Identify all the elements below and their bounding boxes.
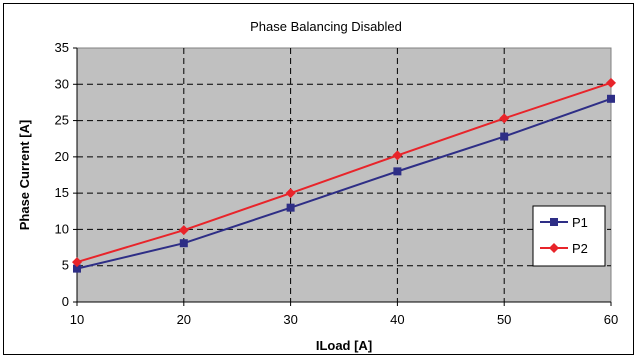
x-tick-label: 10 <box>70 312 84 327</box>
legend-marker-p2 <box>549 243 559 253</box>
data-point-p2 <box>178 225 189 236</box>
y-axis-title: Phase Current [A] <box>17 120 32 231</box>
chart-title: Phase Balancing Disabled <box>250 19 402 34</box>
data-point-p2 <box>606 77 616 88</box>
y-tick-label: 25 <box>55 113 69 128</box>
series-group <box>72 77 616 273</box>
axes: 0 5 10 15 20 25 30 35 10 20 30 40 50 60 <box>55 40 619 327</box>
x-tick-label: 50 <box>497 312 511 327</box>
data-point-p2 <box>392 150 403 161</box>
data-point-p1 <box>179 239 188 248</box>
x-tick-label: 60 <box>604 312 618 327</box>
legend-marker-p1 <box>550 218 558 226</box>
legend: P1 P2 <box>532 205 606 267</box>
y-tick-label: 20 <box>55 149 69 164</box>
y-tick-label: 10 <box>55 221 69 236</box>
y-tick-label: 5 <box>62 258 69 273</box>
y-tick-label: 15 <box>55 185 69 200</box>
x-tick-label: 20 <box>177 312 191 327</box>
series-line-p1 <box>76 97 612 270</box>
data-point-p1 <box>393 167 402 176</box>
legend-box <box>532 205 606 267</box>
y-tick-label: 30 <box>55 76 69 91</box>
y-tick-label: 35 <box>55 40 69 55</box>
series-p1 <box>73 94 615 273</box>
x-tick-label: 40 <box>390 312 404 327</box>
legend-label-p2: P2 <box>572 241 588 256</box>
legend-label-p1: P1 <box>572 215 588 230</box>
data-point-p2 <box>285 188 296 199</box>
series-p2 <box>72 77 616 268</box>
data-point-p2 <box>72 257 82 268</box>
series-line-p2 <box>76 81 612 264</box>
gridlines <box>77 48 611 302</box>
data-point-p1 <box>73 264 81 273</box>
data-point-p1 <box>286 203 295 212</box>
data-point-p2 <box>499 113 510 124</box>
x-tick-label: 30 <box>283 312 297 327</box>
x-axis-title: ILoad [A] <box>316 338 372 353</box>
data-point-p1 <box>500 132 509 141</box>
data-point-p1 <box>607 94 615 103</box>
y-tick-label: 0 <box>62 294 69 309</box>
